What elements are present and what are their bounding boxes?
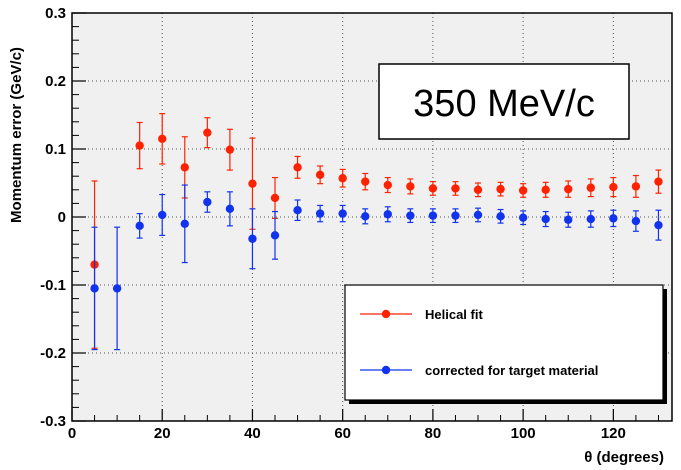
data-point xyxy=(451,184,460,193)
y-tick-label: -0.3 xyxy=(40,413,66,430)
data-point xyxy=(541,185,550,194)
data-point xyxy=(203,128,212,137)
legend-helical-label: Helical fit xyxy=(425,307,483,322)
data-point xyxy=(270,231,280,240)
data-point xyxy=(473,210,483,220)
annotation-box xyxy=(378,63,630,140)
data-point xyxy=(248,179,257,188)
data-point xyxy=(451,211,460,220)
data-point xyxy=(428,184,438,193)
data-point xyxy=(631,182,641,191)
data-point xyxy=(518,186,528,195)
y-tick-label: -0.1 xyxy=(40,277,66,294)
data-point xyxy=(609,182,618,192)
data-point xyxy=(293,206,302,215)
data-point xyxy=(361,212,370,221)
data-point xyxy=(361,177,370,186)
annotation-label: 350 MeV/c xyxy=(413,83,595,125)
data-point xyxy=(158,210,167,220)
data-point xyxy=(654,177,663,186)
data-point xyxy=(112,284,122,293)
series-helical-fit xyxy=(90,113,663,349)
data-point xyxy=(518,213,528,222)
data-point xyxy=(225,145,235,154)
data-point xyxy=(383,180,392,190)
legend: Helical fit corrected for target materia… xyxy=(344,284,667,404)
data-point xyxy=(338,174,347,183)
data-point xyxy=(383,210,392,219)
data-point xyxy=(158,134,167,143)
data-point xyxy=(315,209,325,218)
x-tick-labels: 0 20 40 60 80 100 120 xyxy=(68,425,626,442)
data-point xyxy=(541,214,550,224)
data-point xyxy=(586,183,595,192)
series-corrected xyxy=(90,184,663,351)
legend-box xyxy=(344,284,664,401)
x-tick-label: 100 xyxy=(511,425,536,442)
data-point xyxy=(496,212,505,221)
data-point xyxy=(609,214,618,223)
y-tick-label: 0 xyxy=(58,209,66,226)
data-point xyxy=(225,204,235,214)
x-tick-label: 20 xyxy=(154,425,171,442)
y-tick-label: 0.2 xyxy=(45,73,66,90)
x-tick-label: 120 xyxy=(601,425,626,442)
x-tick-label: 40 xyxy=(244,425,261,442)
data-point xyxy=(293,163,302,172)
data-point xyxy=(473,185,483,194)
x-tick-label: 80 xyxy=(425,425,442,442)
data-point xyxy=(406,211,415,220)
data-point xyxy=(428,211,438,220)
y-tick-label: 0.3 xyxy=(45,5,66,22)
legend-corrected-label: corrected for target material xyxy=(425,363,598,378)
data-point xyxy=(496,184,505,194)
y-tick-label: -0.2 xyxy=(40,345,66,362)
data-point xyxy=(270,193,280,203)
data-point xyxy=(406,182,415,191)
data-point xyxy=(564,184,573,194)
data-point xyxy=(203,197,212,207)
data-point xyxy=(135,221,144,231)
data-point xyxy=(180,219,189,228)
axis-ticks xyxy=(71,12,659,422)
x-tick-label: 0 xyxy=(68,425,76,442)
data-point xyxy=(631,216,641,226)
data-point xyxy=(90,284,99,293)
x-tick-label: 60 xyxy=(334,425,351,442)
x-axis-title: θ (degrees) xyxy=(584,449,664,466)
data-point xyxy=(654,220,663,230)
data-point xyxy=(315,170,325,180)
data-point xyxy=(248,234,257,243)
data-point xyxy=(586,214,595,224)
y-axis-title: Momentum error (GeV/c) xyxy=(8,47,25,223)
data-point xyxy=(338,209,347,218)
data-point xyxy=(135,141,144,150)
legend-helical-marker xyxy=(381,309,391,319)
data-points xyxy=(90,113,663,351)
data-point xyxy=(564,215,573,224)
y-tick-label: 0.1 xyxy=(45,141,66,158)
legend-corrected-marker xyxy=(381,365,391,375)
data-point xyxy=(180,163,189,172)
y-tick-labels: -0.3 -0.2 -0.1 0 0.1 0.2 0.3 xyxy=(40,5,66,430)
energy-annotation: 350 MeV/c xyxy=(378,63,630,140)
